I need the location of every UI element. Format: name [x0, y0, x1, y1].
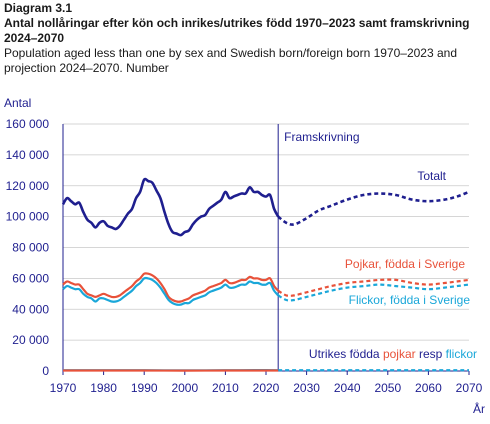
- label-girls: Flickor, födda i Sverige: [349, 293, 471, 307]
- series-girls-line: [63, 278, 278, 305]
- x-tick-label: 1970: [50, 381, 77, 395]
- label-foreign-prefix: Utrikes födda: [309, 347, 383, 361]
- y-tick-label: 120 000: [6, 179, 50, 193]
- y-tick-label: 140 000: [6, 148, 50, 162]
- label-foreign: Utrikes födda pojkar resp flickor: [309, 347, 477, 361]
- series-total-line: [63, 179, 278, 235]
- label-total: Totalt: [417, 169, 446, 183]
- x-tick-label: 1990: [131, 381, 158, 395]
- x-tick-label: 2050: [374, 381, 401, 395]
- x-tick-label: 2060: [415, 381, 442, 395]
- y-tick-label: 80 000: [12, 241, 49, 255]
- y-tick-label: 20 000: [12, 333, 49, 347]
- series-boys-line: [63, 273, 278, 301]
- y-tick-label: 40 000: [12, 302, 49, 316]
- projection-label: Framskrivning: [284, 130, 359, 144]
- x-tick-label: 2030: [293, 381, 320, 395]
- x-tick-label: 2020: [253, 381, 280, 395]
- y-tick-label: 160 000: [6, 117, 50, 131]
- chart-labels: Antal 0 20 000 40 000 60 000 80 000 100 000 120…: [4, 96, 485, 416]
- x-tick-label: 1980: [90, 381, 117, 395]
- y-axis-label: Antal: [4, 96, 31, 110]
- x-axis-label: År: [473, 401, 485, 416]
- x-tick-label: 2010: [212, 381, 239, 395]
- y-tick-label: 100 000: [6, 210, 50, 224]
- x-tick-label: 2000: [171, 381, 198, 395]
- x-tick-label: 2040: [334, 381, 361, 395]
- chart-grid: [63, 124, 469, 371]
- label-foreign-boys: pojkar: [383, 347, 416, 361]
- label-foreign-mid: resp: [416, 347, 446, 361]
- y-tick-label: 0: [42, 364, 49, 378]
- y-tick-label: 60 000: [12, 271, 49, 285]
- chart-axes: [63, 124, 469, 375]
- label-foreign-girls: flickor: [446, 347, 477, 361]
- series-total-projection-line: [278, 192, 469, 225]
- chart-series: [63, 179, 469, 371]
- x-tick-label: 2070: [456, 381, 483, 395]
- label-boys: Pojkar, födda i Sverige: [345, 257, 465, 271]
